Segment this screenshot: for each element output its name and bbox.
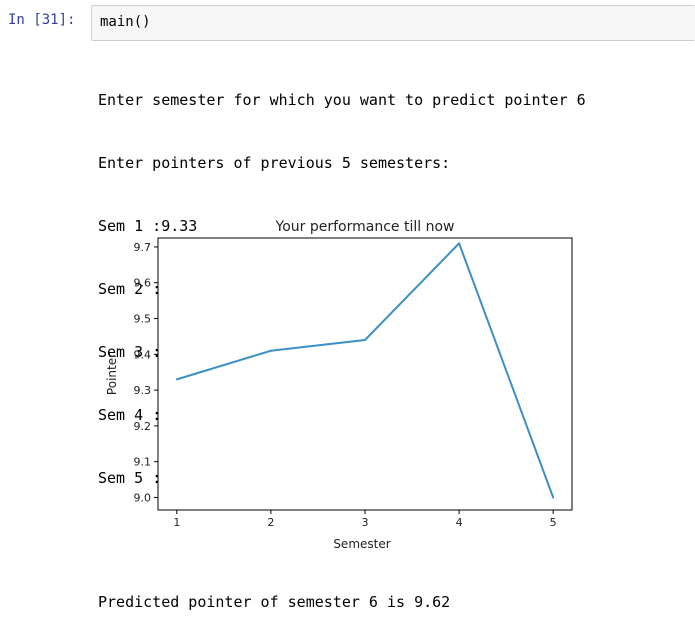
x-tick-label: 5 <box>550 516 557 529</box>
y-tick-label: 9.2 <box>134 420 152 433</box>
x-tick-label: 3 <box>362 516 369 529</box>
y-tick-label: 9.3 <box>134 384 152 397</box>
code-text[interactable]: main() <box>100 14 151 30</box>
y-tick-label: 9.6 <box>134 277 152 290</box>
performance-chart: Your performance till now Semester Point… <box>105 219 573 551</box>
x-tick-label: 4 <box>456 516 463 529</box>
series-layer <box>175 242 555 499</box>
y-tick-label: 9.0 <box>134 491 152 504</box>
y-tick-label: 9.7 <box>134 241 152 254</box>
chart-title: Your performance till now <box>275 219 455 235</box>
data-point <box>175 378 178 381</box>
data-point <box>458 242 461 245</box>
data-point <box>364 339 366 341</box>
output-line-prompt: Enter semester for which you want to pre… <box>98 91 586 109</box>
tick-layer: 1 2 3 4 5 9.0 9.1 9.2 9.3 9.4 9.5 9.6 9.7 <box>134 241 557 529</box>
x-tick-label: 1 <box>173 516 180 529</box>
prediction-result: Predicted pointer of semester 6 is 9.62 <box>98 593 451 611</box>
plot-area <box>157 237 573 511</box>
x-axis-label: Semester <box>333 537 390 551</box>
x-tick-label: 2 <box>267 516 274 529</box>
output-line-sem-1: Sem 1 :9.33 <box>98 217 198 235</box>
code-input-area[interactable]: main() <box>91 5 695 41</box>
y-axis-label: Pointer <box>105 353 119 395</box>
cell-prompt: In [31]: <box>8 12 76 28</box>
output-line-instruction: Enter pointers of previous 5 semesters: <box>98 154 451 172</box>
y-tick-label: 9.4 <box>134 348 152 361</box>
data-point <box>269 349 272 352</box>
data-point <box>552 496 555 499</box>
y-tick-label: 9.5 <box>134 313 152 326</box>
y-tick-label: 9.1 <box>134 456 152 469</box>
